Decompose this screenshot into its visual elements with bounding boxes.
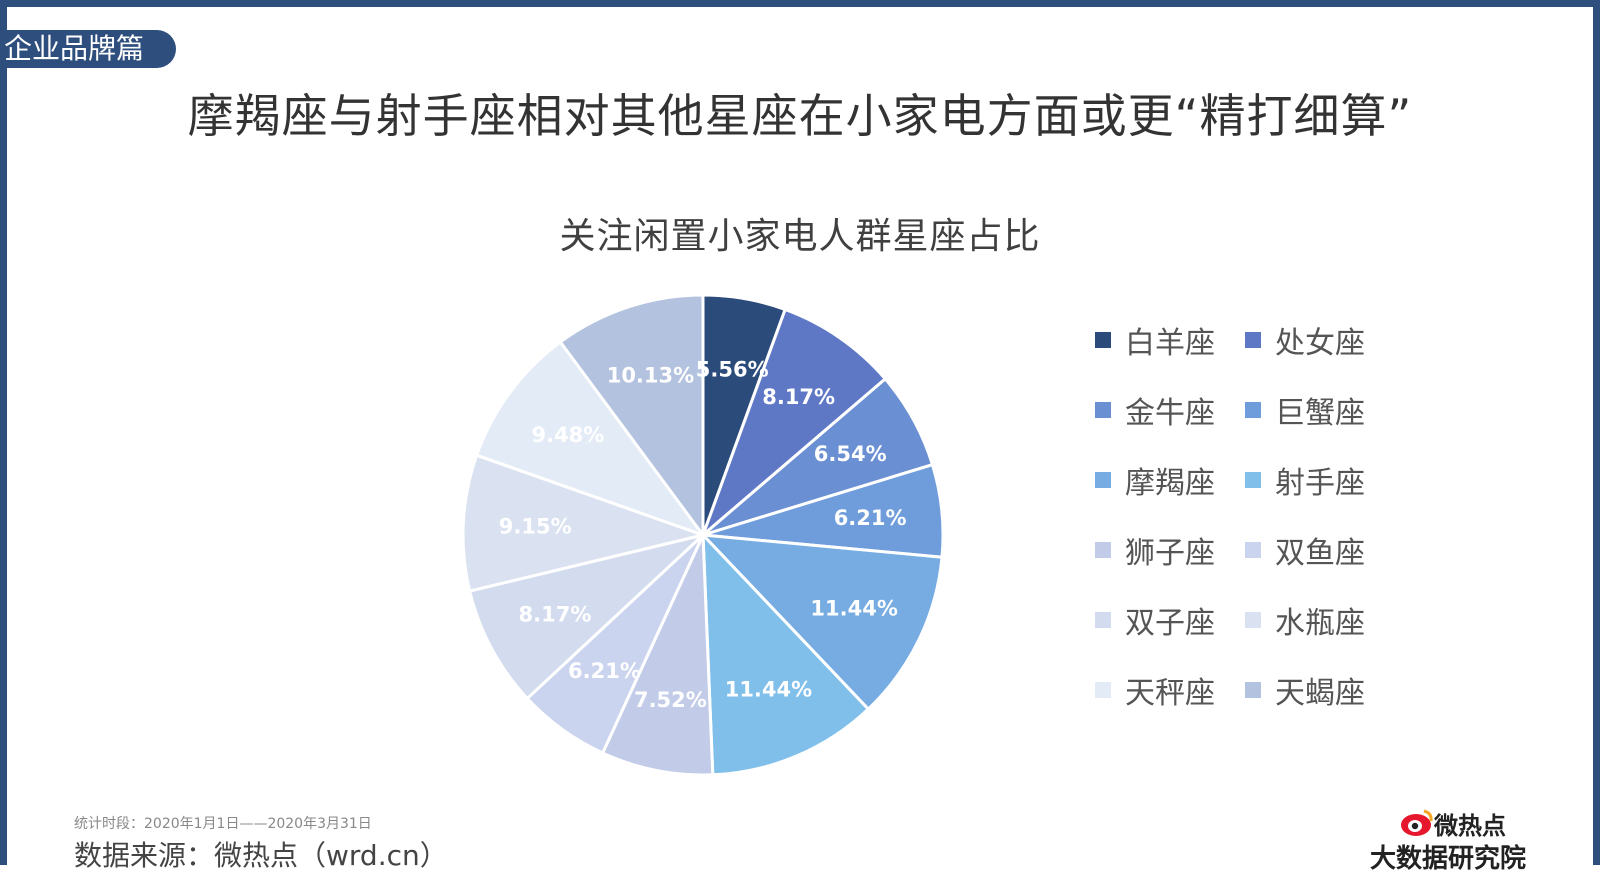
legend-item-10: 水瓶座 bbox=[1245, 602, 1395, 641]
pie-slice-label-12: 10.13% bbox=[607, 363, 694, 387]
pie-slice-7 bbox=[600, 534, 715, 777]
legend-label: 双子座 bbox=[1125, 606, 1215, 641]
legend-item-2: 处女座 bbox=[1245, 322, 1395, 361]
legend-swatch bbox=[1095, 472, 1111, 488]
legend-item-3: 金牛座 bbox=[1095, 392, 1245, 431]
legend-label: 射手座 bbox=[1275, 466, 1365, 501]
brand-logo: 微热点 大数据研究院 bbox=[1370, 806, 1540, 874]
legend-swatch bbox=[1245, 542, 1261, 558]
legend-item-4: 巨蟹座 bbox=[1245, 392, 1395, 431]
legend-swatch bbox=[1245, 682, 1261, 698]
statistics-period: 统计时段：2020年1月1日——2020年3月31日 bbox=[74, 816, 372, 832]
legend-item-1: 白羊座 bbox=[1095, 322, 1245, 361]
legend-item-11: 天秤座 bbox=[1095, 672, 1245, 711]
legend-label: 巨蟹座 bbox=[1275, 396, 1365, 431]
legend-label: 摩羯座 bbox=[1125, 466, 1215, 501]
legend-item-6: 射手座 bbox=[1245, 462, 1395, 501]
pie-slice-label-5: 11.44% bbox=[810, 596, 897, 620]
legend-swatch bbox=[1095, 332, 1111, 348]
frame-left-border bbox=[0, 0, 7, 865]
frame-right-border bbox=[1593, 0, 1600, 865]
chart-title: 关注闲置小家电人群星座占比 bbox=[559, 216, 1041, 257]
pie-slice-label-1: 5.56% bbox=[696, 358, 769, 382]
legend-label: 双鱼座 bbox=[1275, 536, 1365, 571]
legend-swatch bbox=[1095, 402, 1111, 418]
legend-item-7: 狮子座 bbox=[1095, 532, 1245, 571]
legend-label: 白羊座 bbox=[1125, 326, 1215, 361]
legend-label: 金牛座 bbox=[1125, 396, 1215, 431]
pie-slice-label-4: 6.21% bbox=[834, 506, 907, 530]
legend-item-8: 双鱼座 bbox=[1245, 532, 1395, 571]
weibo-eye-icon bbox=[1401, 809, 1433, 836]
pie-slice-label-7: 7.52% bbox=[634, 688, 707, 712]
pie-slice-label-8: 6.21% bbox=[568, 659, 641, 683]
legend-label: 天蝎座 bbox=[1275, 676, 1365, 711]
pie-slice-2 bbox=[699, 307, 888, 540]
pie-slice-label-11: 9.48% bbox=[531, 423, 604, 447]
pie-slice-label-2: 8.17% bbox=[762, 385, 835, 409]
legend-item-5: 摩羯座 bbox=[1095, 462, 1245, 501]
legend-label: 天秤座 bbox=[1125, 676, 1215, 711]
legend-swatch bbox=[1245, 472, 1261, 488]
legend-swatch bbox=[1245, 612, 1261, 628]
pie-slice-9 bbox=[467, 532, 709, 701]
frame-top-border bbox=[0, 0, 1600, 7]
legend-swatch bbox=[1245, 402, 1261, 418]
logo-name: 微热点 bbox=[1434, 812, 1506, 840]
logo-subtitle: 大数据研究院 bbox=[1370, 844, 1527, 874]
legend-swatch bbox=[1095, 682, 1111, 698]
legend-swatch bbox=[1095, 612, 1111, 628]
pie-slice-10 bbox=[461, 453, 709, 593]
pie-slice-12 bbox=[558, 293, 705, 540]
pie-slice-label-10: 9.15% bbox=[499, 514, 572, 538]
legend-item-12: 天蝎座 bbox=[1245, 672, 1395, 711]
legend-label: 狮子座 bbox=[1125, 536, 1215, 571]
pie-labels: 5.56% 8.17% 6.54% 6.21% 11.44% 11.44% 7.52% 6.2… bbox=[499, 358, 907, 712]
legend-swatch bbox=[1245, 332, 1261, 348]
pie-slices bbox=[461, 293, 945, 777]
pie-slice-label-9: 8.17% bbox=[519, 602, 592, 626]
legend-label: 处女座 bbox=[1275, 326, 1365, 361]
pie-slice-6 bbox=[701, 531, 871, 777]
page-headline: 摩羯座与射手座相对其他星座在小家电方面或更“精打细算” bbox=[187, 89, 1413, 143]
legend-swatch bbox=[1095, 542, 1111, 558]
section-tag: 企业品牌篇 bbox=[0, 30, 176, 68]
pie-slice-5 bbox=[699, 533, 944, 712]
chart-legend: 白羊座 处女座金牛座 巨蟹座摩羯座 射手座狮子座 双鱼座双子座 水瓶座天秤座 天蝎座 bbox=[1095, 322, 1425, 711]
pie-slice-label-3: 6.54% bbox=[814, 442, 887, 466]
data-source: 数据来源：微热点（wrd.cn） bbox=[74, 839, 448, 872]
legend-item-9: 双子座 bbox=[1095, 602, 1245, 641]
pie-slice-11 bbox=[474, 339, 708, 539]
pie-slice-label-6: 11.44% bbox=[725, 678, 812, 702]
legend-label: 水瓶座 bbox=[1275, 606, 1365, 641]
